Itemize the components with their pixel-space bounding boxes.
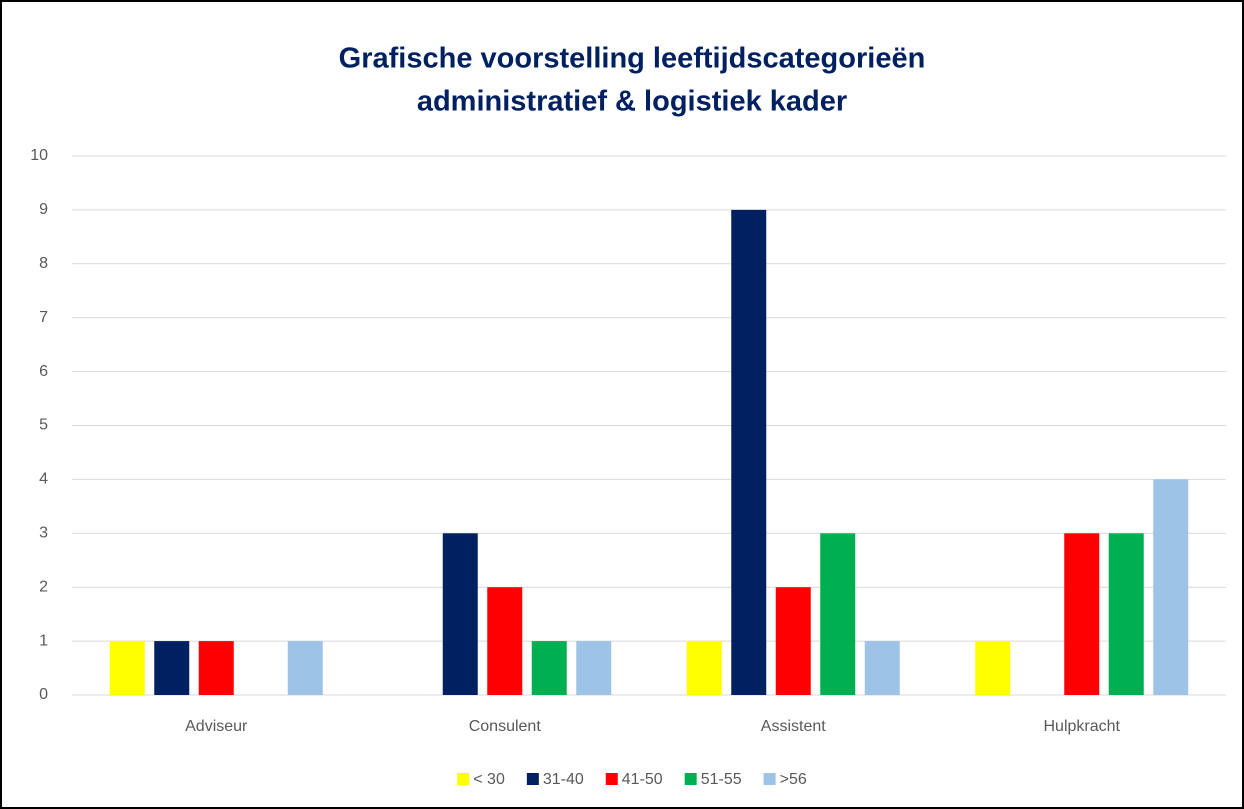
legend-swatch (684, 773, 697, 785)
bar (1108, 533, 1144, 695)
bar (775, 587, 811, 695)
legend-label: < 30 (473, 771, 505, 788)
bar (154, 641, 190, 695)
legend-swatch (457, 773, 470, 785)
chart-title: Grafische voorstelling leeftijdscategori… (339, 43, 926, 75)
bar (198, 641, 234, 695)
y-tick-label: 3 (39, 525, 48, 542)
y-tick-label: 4 (39, 471, 48, 488)
x-tick-label: Consulent (469, 718, 542, 735)
x-tick-label: Hulpkracht (1044, 718, 1121, 735)
legend-label: 51-55 (701, 771, 742, 788)
y-tick-label: 6 (39, 363, 48, 380)
bar (487, 587, 523, 695)
legend-label: >56 (780, 771, 807, 788)
bar (531, 641, 567, 695)
chart-title: administratief & logistiek kader (417, 86, 847, 118)
y-tick-label: 5 (39, 417, 48, 434)
legend-label: 31-40 (543, 771, 584, 788)
bar (731, 209, 767, 695)
bar (820, 533, 856, 695)
legend-swatch (763, 773, 776, 785)
y-tick-label: 10 (30, 147, 48, 164)
x-tick-label: Adviseur (185, 718, 248, 735)
y-tick-label: 2 (39, 578, 48, 595)
y-tick-label: 1 (39, 632, 48, 649)
y-tick-label: 8 (39, 255, 48, 272)
bar (287, 641, 323, 695)
bar (686, 641, 722, 695)
x-tick-label: Assistent (761, 718, 826, 735)
bar (1153, 479, 1189, 695)
legend-swatch (605, 773, 618, 785)
y-tick-label: 7 (39, 309, 48, 326)
bar (442, 533, 478, 695)
bar (975, 641, 1011, 695)
bar (864, 641, 900, 695)
y-tick-label: 9 (39, 201, 48, 218)
bar (576, 641, 612, 695)
legend-swatch (526, 773, 539, 785)
y-tick-label: 0 (39, 686, 48, 703)
legend-label: 41-50 (622, 771, 663, 788)
bar (109, 641, 145, 695)
bar (1064, 533, 1100, 695)
